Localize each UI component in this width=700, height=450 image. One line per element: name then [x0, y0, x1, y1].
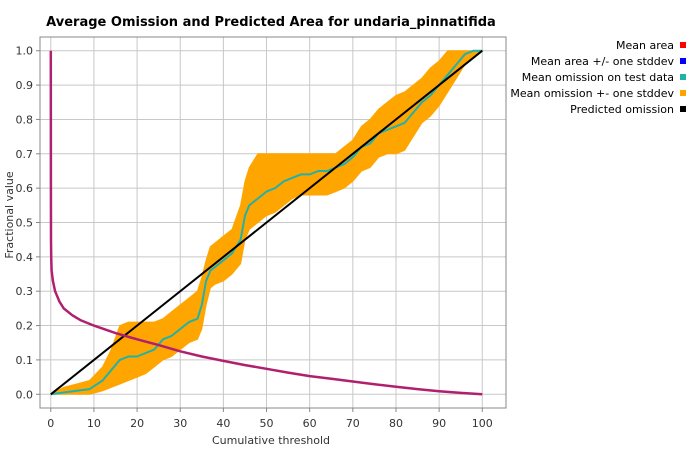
y-tick-label: 0.7	[16, 148, 34, 161]
mean-omission-line	[50, 49, 483, 396]
x-tick-label: 90	[432, 417, 446, 430]
legend-swatch	[680, 74, 686, 80]
legend-label: Mean omission +- one stddev	[510, 87, 674, 100]
y-axis-label: Fractional value	[3, 171, 16, 258]
chart-title: Average Omission and Predicted Area for …	[46, 15, 496, 30]
y-tick-label: 0.3	[16, 285, 34, 298]
x-tick-label: 70	[346, 417, 360, 430]
legend-swatch	[680, 90, 686, 96]
x-tick-label: 60	[303, 417, 317, 430]
legend-swatch	[680, 42, 686, 48]
legend-swatch	[680, 106, 686, 112]
x-tick-label: 30	[173, 417, 187, 430]
y-tick-label: 0.5	[16, 217, 34, 230]
series-lines	[49, 49, 483, 396]
x-tick-label: 80	[389, 417, 403, 430]
x-tick-label: 10	[87, 417, 101, 430]
predicted-omission-line	[50, 49, 483, 396]
x-tick-label: 0	[47, 417, 54, 430]
y-tick-label: 0.9	[16, 79, 34, 92]
y-tick-label: 0.0	[16, 388, 34, 401]
y-tick-label: 0.6	[16, 182, 34, 195]
y-tick-label: 1.0	[16, 45, 34, 58]
x-tick-label: 20	[130, 417, 144, 430]
y-tick-label: 0.2	[16, 320, 34, 333]
x-tick-label: 100	[472, 417, 493, 430]
legend-label: Mean area +/- one stddev	[531, 55, 675, 68]
y-tick-label: 0.4	[16, 251, 34, 264]
mean-area-line	[49, 50, 483, 396]
y-tick-label: 0.8	[16, 113, 34, 126]
y-tick-label: 0.1	[16, 354, 34, 367]
x-axis-label: Cumulative threshold	[212, 434, 330, 447]
x-tick-label: 40	[216, 417, 230, 430]
legend-label: Mean omission on test data	[522, 71, 674, 84]
legend: Mean area Mean area +/- one stddev Mean om…	[510, 39, 686, 116]
x-axis-ticks: 0 10 20 30 40 50 60 70 80 90 100	[47, 408, 493, 430]
x-tick-label: 50	[260, 417, 274, 430]
legend-swatch	[680, 58, 686, 64]
y-axis-ticks: 0.0 0.1 0.2 0.3 0.4 0.5 0.6 0.7 0.8 0.9 1.0	[16, 45, 40, 401]
legend-label: Mean area	[616, 39, 674, 52]
legend-label: Predicted omission	[570, 103, 674, 116]
